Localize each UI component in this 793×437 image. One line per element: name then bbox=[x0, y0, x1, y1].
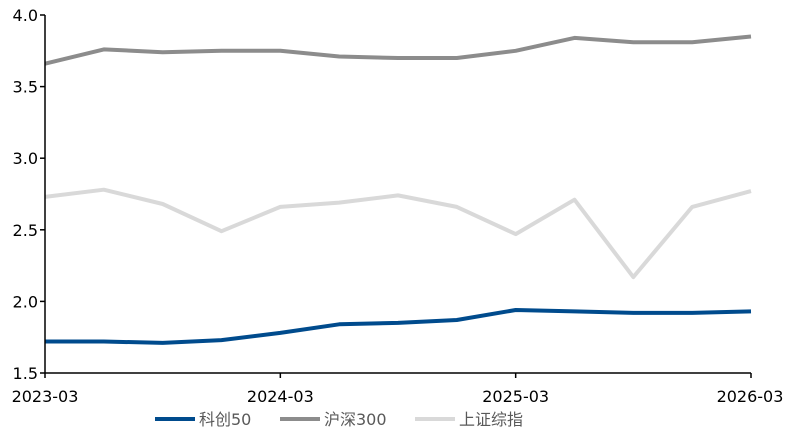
legend: 科创50 沪深300 上证综指 bbox=[155, 410, 523, 429]
series-line-3 bbox=[44, 187, 752, 280]
y-tick-label: 2.5 bbox=[13, 221, 38, 240]
y-tick-label: 1.5 bbox=[13, 364, 38, 383]
y-tick-label: 2.0 bbox=[13, 292, 38, 311]
series-lines bbox=[44, 34, 752, 345]
x-axis-ticks: 2023-03 2024-03 2025-03 2026-03 bbox=[12, 373, 784, 406]
x-tick-label: 2025-03 bbox=[482, 387, 549, 406]
y-tick-label: 4.0 bbox=[13, 6, 38, 25]
legend-label-1: 科创50 bbox=[199, 410, 251, 429]
series-line-1 bbox=[45, 308, 752, 345]
legend-label-3: 上证综指 bbox=[459, 410, 523, 429]
legend-label-2: 沪深300 bbox=[324, 410, 387, 429]
y-axis-ticks: 1.5 2.0 2.5 3.0 3.5 4.0 bbox=[13, 6, 45, 383]
x-tick-label: 2024-03 bbox=[247, 387, 314, 406]
series-line-2 bbox=[44, 34, 752, 66]
x-tick-label: 2023-03 bbox=[12, 387, 79, 406]
y-tick-label: 3.5 bbox=[13, 78, 38, 97]
y-tick-label: 3.0 bbox=[13, 149, 38, 168]
x-tick-label: 2026-03 bbox=[717, 387, 784, 406]
